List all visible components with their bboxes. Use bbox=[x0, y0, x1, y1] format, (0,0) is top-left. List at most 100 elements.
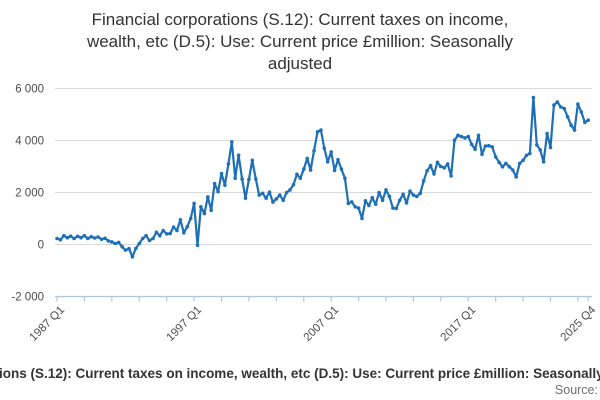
data-point bbox=[545, 131, 549, 136]
data-point bbox=[291, 182, 296, 187]
data-point bbox=[500, 165, 505, 169]
data-point bbox=[583, 120, 587, 125]
y-axis-tick-label: 2 000 bbox=[15, 188, 44, 200]
data-point bbox=[466, 134, 471, 139]
chart-title-line-1: Financial corporations (S.12): Current t… bbox=[91, 10, 509, 29]
data-point bbox=[367, 203, 371, 208]
data-point bbox=[188, 216, 193, 221]
data-point bbox=[226, 162, 231, 166]
data-point bbox=[223, 183, 227, 187]
y-axis-tick-label: -2 000 bbox=[11, 292, 44, 304]
data-point bbox=[377, 190, 381, 195]
data-point bbox=[353, 205, 358, 209]
data-point bbox=[278, 193, 282, 197]
data-point bbox=[463, 136, 467, 140]
data-point bbox=[305, 156, 310, 161]
y-axis-tick-label: 6 000 bbox=[15, 84, 44, 96]
data-point bbox=[487, 143, 491, 148]
data-point bbox=[127, 246, 131, 251]
data-point bbox=[559, 105, 563, 109]
data-point bbox=[394, 206, 399, 211]
data-point bbox=[312, 149, 316, 153]
data-point bbox=[493, 155, 498, 159]
data-point bbox=[555, 100, 560, 104]
data-point bbox=[425, 168, 429, 173]
data-point bbox=[517, 161, 522, 166]
data-point bbox=[79, 235, 83, 240]
data-point bbox=[58, 238, 63, 242]
data-point bbox=[428, 163, 433, 168]
data-point bbox=[459, 134, 464, 139]
data-point bbox=[408, 189, 412, 193]
data-point bbox=[281, 198, 286, 203]
data-point bbox=[65, 235, 70, 240]
data-point bbox=[55, 236, 59, 241]
data-point bbox=[442, 166, 447, 170]
data-point bbox=[565, 115, 570, 119]
data-point bbox=[401, 192, 405, 197]
data-point bbox=[439, 164, 443, 169]
data-point bbox=[243, 196, 248, 200]
data-point bbox=[302, 167, 306, 171]
data-point bbox=[524, 153, 529, 158]
data-point bbox=[319, 128, 323, 132]
data-point bbox=[387, 194, 392, 199]
data-point bbox=[541, 160, 546, 164]
data-point bbox=[404, 201, 409, 205]
chart-title: Financial corporations (S.12): Current t… bbox=[0, 9, 600, 75]
data-point bbox=[144, 233, 148, 238]
data-point bbox=[116, 240, 121, 245]
data-point bbox=[154, 230, 159, 235]
y-axis-tick-label: 4 000 bbox=[15, 136, 44, 148]
data-point bbox=[511, 168, 515, 172]
data-point bbox=[449, 174, 453, 178]
data-point bbox=[521, 158, 525, 163]
series-legend-label: Financial corporations (S.12): Current t… bbox=[0, 366, 600, 381]
data-point bbox=[325, 160, 330, 164]
data-point bbox=[137, 241, 142, 246]
data-point bbox=[68, 234, 73, 238]
data-point bbox=[209, 208, 213, 212]
data-point bbox=[257, 193, 262, 197]
data-point bbox=[199, 205, 203, 209]
x-axis-tick-label: 1997 Q1 bbox=[165, 304, 205, 344]
data-point bbox=[123, 248, 128, 252]
x-axis-tick-label: 2025 Q4 bbox=[559, 304, 599, 344]
series-legend: Financial corporations (S.12): Current t… bbox=[0, 366, 600, 384]
data-point bbox=[230, 140, 234, 144]
y-axis-tick-label: 0 bbox=[38, 240, 44, 252]
data-point bbox=[452, 138, 457, 142]
data-point bbox=[130, 255, 135, 259]
data-point bbox=[562, 106, 566, 111]
data-point bbox=[206, 195, 210, 199]
data-point bbox=[288, 188, 292, 192]
data-point bbox=[267, 190, 272, 194]
data-point bbox=[535, 143, 539, 147]
data-point bbox=[336, 157, 340, 162]
data-point bbox=[274, 197, 279, 201]
series-line bbox=[55, 96, 590, 258]
chart-title-line-3: adjusted bbox=[267, 54, 333, 73]
data-point bbox=[120, 244, 124, 249]
data-point bbox=[476, 133, 481, 138]
data-point bbox=[360, 216, 364, 221]
data-point bbox=[264, 196, 268, 200]
data-point bbox=[421, 179, 426, 183]
data-point bbox=[586, 118, 590, 122]
data-point bbox=[332, 168, 337, 173]
data-point bbox=[250, 158, 255, 163]
data-point bbox=[480, 152, 484, 157]
data-point bbox=[445, 162, 450, 166]
data-point bbox=[343, 176, 347, 180]
data-point bbox=[110, 240, 114, 244]
data-point bbox=[182, 231, 186, 235]
data-point bbox=[370, 195, 375, 200]
plot-area: 6 000 4 000 2 000 0 -2 000 1987 Q1 1997 Q1 2007… bbox=[0, 80, 600, 352]
data-point bbox=[192, 201, 196, 206]
data-point bbox=[161, 228, 165, 233]
source-attribution: Source: bbox=[554, 383, 598, 397]
data-point bbox=[576, 102, 580, 106]
data-point bbox=[456, 133, 460, 138]
